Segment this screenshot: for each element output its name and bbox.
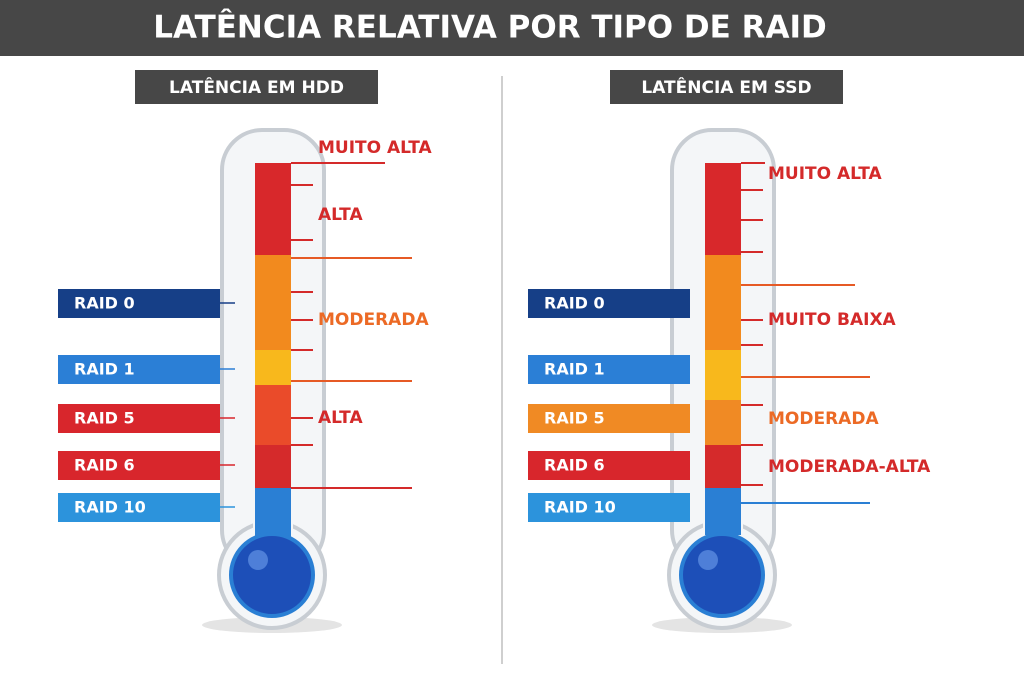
raid-label: RAID 10 (74, 498, 146, 517)
column-segment (705, 488, 741, 535)
level-label: ALTA (318, 408, 363, 428)
raid-box (528, 404, 690, 433)
raid-label: RAID 1 (544, 360, 605, 379)
raid-label: RAID 1 (74, 360, 135, 379)
raid-label: RAID 0 (544, 294, 605, 313)
raid-box (58, 355, 220, 384)
column-segment (705, 350, 741, 400)
raid-box (58, 289, 220, 318)
raid-label: RAID 0 (74, 294, 135, 313)
level-label: MODERADA (318, 310, 429, 330)
column-segment (255, 163, 291, 255)
column-segment (255, 445, 291, 488)
column-segment (705, 445, 741, 488)
raid-label: RAID 6 (544, 456, 605, 475)
column-segment (255, 350, 291, 385)
raid-label: RAID 5 (74, 409, 135, 428)
raid-box (528, 493, 690, 522)
raid-box (58, 493, 220, 522)
raid-box (528, 355, 690, 384)
panel-header: LATÊNCIA EM HDD (169, 76, 344, 98)
column-segment (255, 385, 291, 445)
raid-box (528, 451, 690, 480)
raid-box (528, 289, 690, 318)
raid-label: RAID 6 (74, 456, 135, 475)
level-label: MUITO ALTA (768, 164, 882, 184)
column-segment (705, 163, 741, 255)
column-segment (255, 488, 291, 540)
column-segment (705, 400, 741, 445)
title-bar (0, 0, 1024, 56)
raid-label: RAID 10 (544, 498, 616, 517)
raid-box (58, 451, 220, 480)
level-label: MUITO BAIXA (768, 310, 897, 330)
panel-header-bg (610, 70, 843, 104)
level-label: MODERADA-ALTA (768, 457, 931, 477)
column-segment (705, 255, 741, 350)
bulb (229, 532, 315, 618)
panel-header: LATÊNCIA EM SSD (641, 76, 811, 98)
level-label: MUITO ALTA (318, 138, 432, 158)
column-segment (255, 255, 291, 350)
raid-box (58, 404, 220, 433)
bulb-shine (698, 550, 718, 570)
bulb-shine (248, 550, 268, 570)
raid-label: RAID 5 (544, 409, 605, 428)
bulb (679, 532, 765, 618)
panel-header-bg (135, 70, 378, 104)
title: LATÊNCIA RELATIVA POR TIPO DE RAID (153, 10, 827, 46)
level-label: ALTA (318, 205, 363, 225)
level-label: MODERADA (768, 409, 879, 429)
